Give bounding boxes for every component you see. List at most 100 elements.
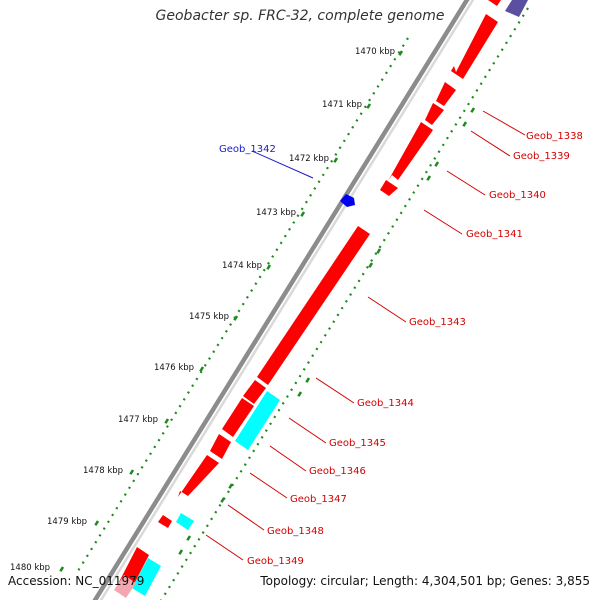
kbp-tick [398, 50, 404, 56]
scale-label: 1477 kbp [118, 415, 158, 425]
gene-arrow[interactable] [243, 380, 266, 404]
tick-dot [178, 404, 182, 408]
gene-label[interactable]: Geob_1340 [489, 190, 546, 201]
gene-arrow-purple[interactable] [505, 0, 528, 17]
tick-dot [237, 309, 241, 313]
tick-dot [182, 397, 186, 401]
tick-dot [365, 265, 369, 269]
tick-dot [180, 565, 184, 569]
tick-dot [315, 347, 319, 351]
gene-label[interactable]: Geob_1343 [409, 317, 466, 328]
gene-arrow[interactable] [178, 455, 219, 497]
tick-dot [193, 544, 197, 548]
tick-dot [123, 493, 127, 496]
tick-dot [300, 207, 304, 211]
scale-label: 1472 kbp [289, 154, 329, 164]
tick-dot [205, 524, 209, 528]
tick-dot [353, 286, 357, 290]
callout-line [423, 209, 463, 235]
tick-dot [248, 456, 251, 460]
gene-label[interactable]: Geob_1338 [526, 131, 583, 142]
scale-label: 1470 kbp [355, 47, 395, 57]
gene-arrow-highlight[interactable] [340, 194, 355, 207]
gc-tick [376, 248, 382, 254]
tick-dot [119, 499, 123, 503]
tick-dot [336, 313, 340, 317]
gene-arrow-rna[interactable] [176, 513, 194, 530]
tick-dot [306, 361, 310, 364]
callout-line [227, 504, 265, 531]
gene-label[interactable]: Geob_1346 [309, 466, 366, 477]
tick-dot [195, 377, 199, 381]
tick-dot [214, 510, 218, 514]
gene-label[interactable]: Geob_1348 [267, 526, 324, 537]
gc-tick [186, 535, 192, 541]
tick-dot [355, 119, 359, 122]
tick-dot [271, 255, 275, 258]
gene-arrow[interactable] [380, 180, 398, 196]
tick-dot [167, 585, 171, 589]
tick-dot [517, 21, 521, 24]
tick-dot [296, 214, 300, 218]
gene-arrow[interactable] [488, 0, 501, 6]
gene-label[interactable]: Geob_1341 [466, 229, 523, 240]
gc-tick [220, 497, 226, 503]
gene-label[interactable]: Geob_1345 [329, 438, 386, 449]
tick-dot [403, 204, 407, 208]
tick-dot [330, 159, 334, 163]
tick-dot [363, 105, 367, 109]
tick-dot [201, 531, 205, 535]
tick-dot [191, 384, 195, 388]
gene-arrow-rna[interactable] [235, 391, 280, 450]
tick-dot [115, 506, 119, 510]
tick-dot [332, 320, 336, 324]
gene-arrow[interactable] [451, 14, 498, 79]
gene-label[interactable]: Geob_1344 [357, 398, 414, 409]
tick-dot [153, 445, 157, 449]
tick-dot [370, 259, 374, 262]
gene-label[interactable]: Geob_1342 [219, 144, 276, 155]
tick-dot [208, 357, 211, 360]
gene-arrow-pink[interactable] [114, 575, 136, 598]
callout-line [205, 534, 244, 561]
callout-line [249, 472, 288, 499]
tick-dot [136, 472, 140, 476]
gene-label[interactable]: Geob_1339 [513, 151, 570, 162]
tick-dot [212, 350, 216, 354]
genome-summary: Topology: circular; Length: 4,304,501 bp… [260, 574, 590, 588]
gene-arrow[interactable] [222, 398, 254, 437]
tick-dot [157, 438, 161, 442]
scale-label: 1471 kbp [322, 100, 362, 110]
tick-dot [102, 527, 106, 530]
tick-dot [372, 91, 376, 95]
tick-dot [323, 333, 327, 337]
tick-dot [509, 34, 513, 38]
callout-line [470, 130, 511, 157]
tick-dot [250, 289, 254, 292]
tick-dot [81, 561, 85, 565]
tick-dot [290, 388, 294, 392]
tick-dot [260, 435, 264, 439]
gene-arrow[interactable] [436, 82, 456, 106]
gene-arrow[interactable] [257, 226, 370, 385]
genome-backbone-inner [99, 0, 475, 600]
gene-arrow[interactable] [210, 434, 231, 459]
gene-label[interactable]: Geob_1347 [290, 494, 347, 505]
tick-dot [328, 327, 331, 330]
gene-arrow[interactable] [388, 122, 433, 181]
gc-tick [305, 377, 311, 383]
tick-dot [445, 136, 449, 140]
kbp-tick [129, 469, 135, 475]
gene-arrow[interactable] [158, 515, 172, 528]
tick-dot [220, 336, 224, 340]
gene-arrow[interactable] [425, 103, 444, 125]
callout-line [269, 445, 307, 472]
tick-dot [359, 112, 363, 116]
gene-arrow-rna[interactable] [132, 558, 161, 596]
tick-dot [454, 123, 458, 126]
tick-dot [281, 401, 285, 405]
tick-dot [264, 429, 268, 432]
tick-dot [357, 279, 361, 283]
tick-dot [140, 465, 144, 469]
gene-label[interactable]: Geob_1349 [247, 556, 304, 567]
